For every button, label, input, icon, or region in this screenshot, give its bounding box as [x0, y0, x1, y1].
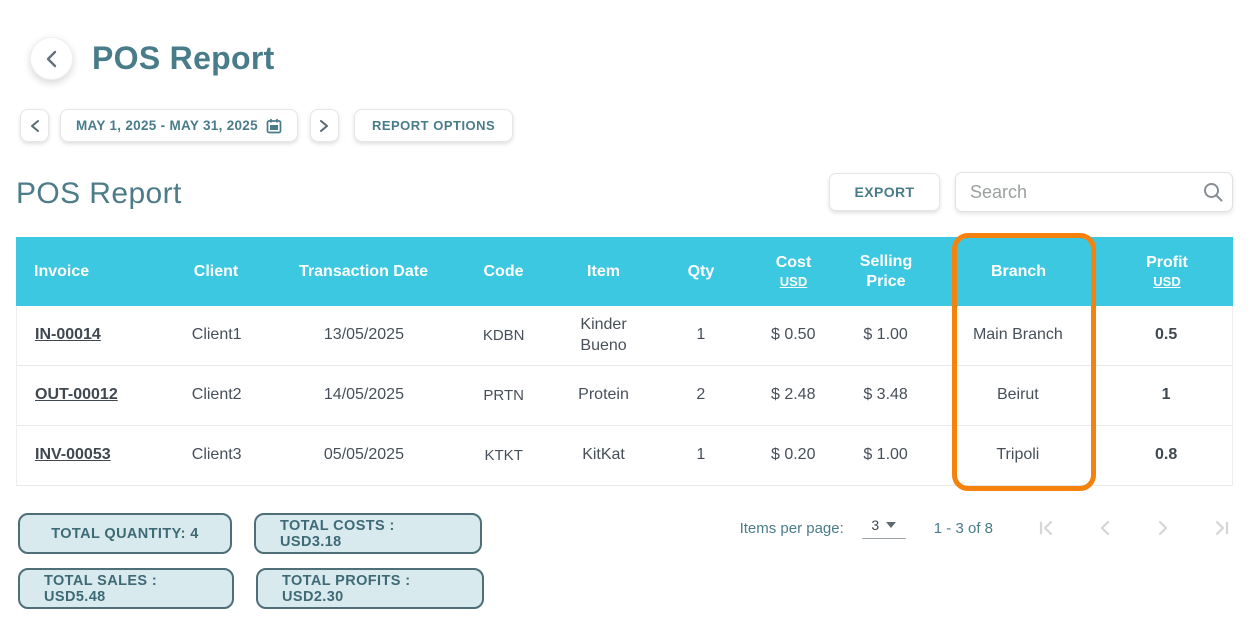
section-title: POS Report — [16, 177, 182, 210]
calendar-icon — [266, 118, 282, 134]
chevron-down-icon — [886, 522, 897, 528]
table-row: IN-00014 Client1 13/05/2025 KDBN Kinder … — [17, 306, 1232, 366]
page-range-label: 1 - 3 of 8 — [933, 519, 993, 537]
cell-branch: Tripoli — [996, 446, 1040, 464]
items-per-page-label: Items per page: — [739, 519, 844, 537]
column-header-qty: Qty — [687, 262, 715, 280]
next-page-button[interactable] — [1151, 516, 1175, 540]
search-icon[interactable] — [1202, 181, 1224, 203]
paginator: Items per page: 3 1 - 3 of 8 — [740, 508, 1233, 548]
page-title: POS Report — [92, 40, 275, 76]
search-input[interactable] — [970, 181, 1202, 203]
cell-code: PRTN — [483, 386, 524, 404]
invoice-link[interactable]: INV-00053 — [35, 446, 111, 464]
date-range-button[interactable]: MAY 1, 2025 - MAY 31, 2025 — [60, 109, 298, 142]
previous-period-button[interactable] — [20, 109, 49, 142]
top-header: POS Report — [30, 37, 275, 80]
invoice-link[interactable]: IN-00014 — [35, 326, 101, 344]
date-toolbar: MAY 1, 2025 - MAY 31, 2025 REPORT OPTION… — [20, 109, 514, 142]
table-header-row: Invoice Client Transaction Date Code Ite… — [16, 237, 1233, 306]
column-header-selling-price: Selling Price — [859, 252, 913, 290]
last-page-icon — [1211, 518, 1231, 538]
cell-client: Client2 — [191, 386, 242, 404]
cell-profit: 0.8 — [1154, 446, 1178, 464]
total-costs-chip: TOTAL COSTS : USD3.18 — [254, 513, 482, 554]
column-header-code: Code — [483, 262, 524, 280]
pos-report-table: Invoice Client Transaction Date Code Ite… — [16, 237, 1233, 486]
cell-item: Kinder Bueno — [580, 315, 627, 354]
page-size-value: 3 — [871, 517, 880, 533]
totals-summary: TOTAL QUANTITY: 4 TOTAL COSTS : USD3.18 … — [18, 513, 488, 609]
cell-cost: $ 0.20 — [770, 446, 816, 464]
total-profits-chip: TOTAL PROFITS : USD2.30 — [256, 568, 484, 609]
cell-selling-price: $ 1.00 — [863, 446, 908, 464]
first-page-icon — [1037, 518, 1057, 538]
table-body: IN-00014 Client1 13/05/2025 KDBN Kinder … — [16, 306, 1233, 486]
previous-page-icon — [1095, 518, 1115, 538]
column-header-profit: Profit USD — [1146, 253, 1188, 289]
cell-item: Protein — [578, 386, 629, 404]
chevron-right-icon — [319, 119, 329, 133]
cell-transaction-date: 05/05/2025 — [323, 446, 404, 464]
total-quantity-chip: TOTAL QUANTITY: 4 — [18, 513, 232, 554]
profit-currency-label: USD — [1153, 273, 1181, 289]
cell-item: KitKat — [582, 446, 625, 464]
cell-branch: Beirut — [996, 386, 1039, 404]
total-sales-chip: TOTAL SALES : USD5.48 — [18, 568, 234, 609]
next-page-icon — [1153, 518, 1173, 538]
select-underline — [861, 538, 906, 539]
cell-transaction-date: 13/05/2025 — [323, 326, 404, 344]
chevron-left-icon — [45, 50, 59, 68]
cell-branch: Main Branch — [972, 326, 1063, 344]
table-row: INV-00053 Client3 05/05/2025 KTKT KitKat… — [17, 426, 1232, 486]
cell-code: KTKT — [484, 446, 523, 464]
cell-qty: 1 — [696, 326, 706, 344]
cell-qty: 2 — [696, 386, 706, 404]
table-row: OUT-00012 Client2 14/05/2025 PRTN Protei… — [17, 366, 1232, 426]
cell-invoice: INV-00053 — [17, 426, 157, 485]
column-header-transaction-date: Transaction Date — [299, 262, 428, 280]
column-header-item: Item — [587, 262, 620, 280]
page-size-select[interactable]: 3 — [861, 517, 906, 539]
cell-transaction-date: 14/05/2025 — [323, 386, 404, 404]
cell-qty: 1 — [696, 446, 706, 464]
report-options-label: REPORT OPTIONS — [371, 118, 496, 133]
cell-cost: $ 2.48 — [770, 386, 816, 404]
cell-client: Client1 — [191, 326, 242, 344]
cell-selling-price: $ 1.00 — [863, 326, 908, 344]
column-header-client: Client — [193, 262, 239, 280]
chevron-left-icon — [30, 119, 40, 133]
search-box — [955, 172, 1233, 212]
export-button[interactable]: EXPORT — [829, 173, 940, 211]
cell-selling-price: $ 3.48 — [863, 386, 908, 404]
first-page-button[interactable] — [1035, 516, 1059, 540]
export-label: EXPORT — [854, 184, 915, 200]
cell-cost: $ 0.50 — [770, 326, 816, 344]
column-header-branch: Branch — [990, 262, 1047, 280]
column-header-cost: Cost USD — [775, 253, 812, 289]
column-header-invoice: Invoice — [34, 262, 90, 280]
report-options-button[interactable]: REPORT OPTIONS — [353, 109, 514, 142]
cell-profit: 1 — [1161, 386, 1171, 404]
cost-currency-label: USD — [779, 273, 808, 289]
cell-invoice: IN-00014 — [17, 306, 157, 365]
cell-profit: 0.5 — [1154, 326, 1178, 344]
cell-code: KDBN — [482, 326, 525, 344]
last-page-button[interactable] — [1209, 516, 1233, 540]
back-button[interactable] — [30, 37, 73, 80]
previous-page-button[interactable] — [1093, 516, 1117, 540]
date-range-label: MAY 1, 2025 - MAY 31, 2025 — [76, 118, 258, 133]
cell-client: Client3 — [191, 446, 242, 464]
invoice-link[interactable]: OUT-00012 — [35, 386, 118, 404]
cell-invoice: OUT-00012 — [17, 366, 157, 425]
next-period-button[interactable] — [309, 109, 339, 142]
